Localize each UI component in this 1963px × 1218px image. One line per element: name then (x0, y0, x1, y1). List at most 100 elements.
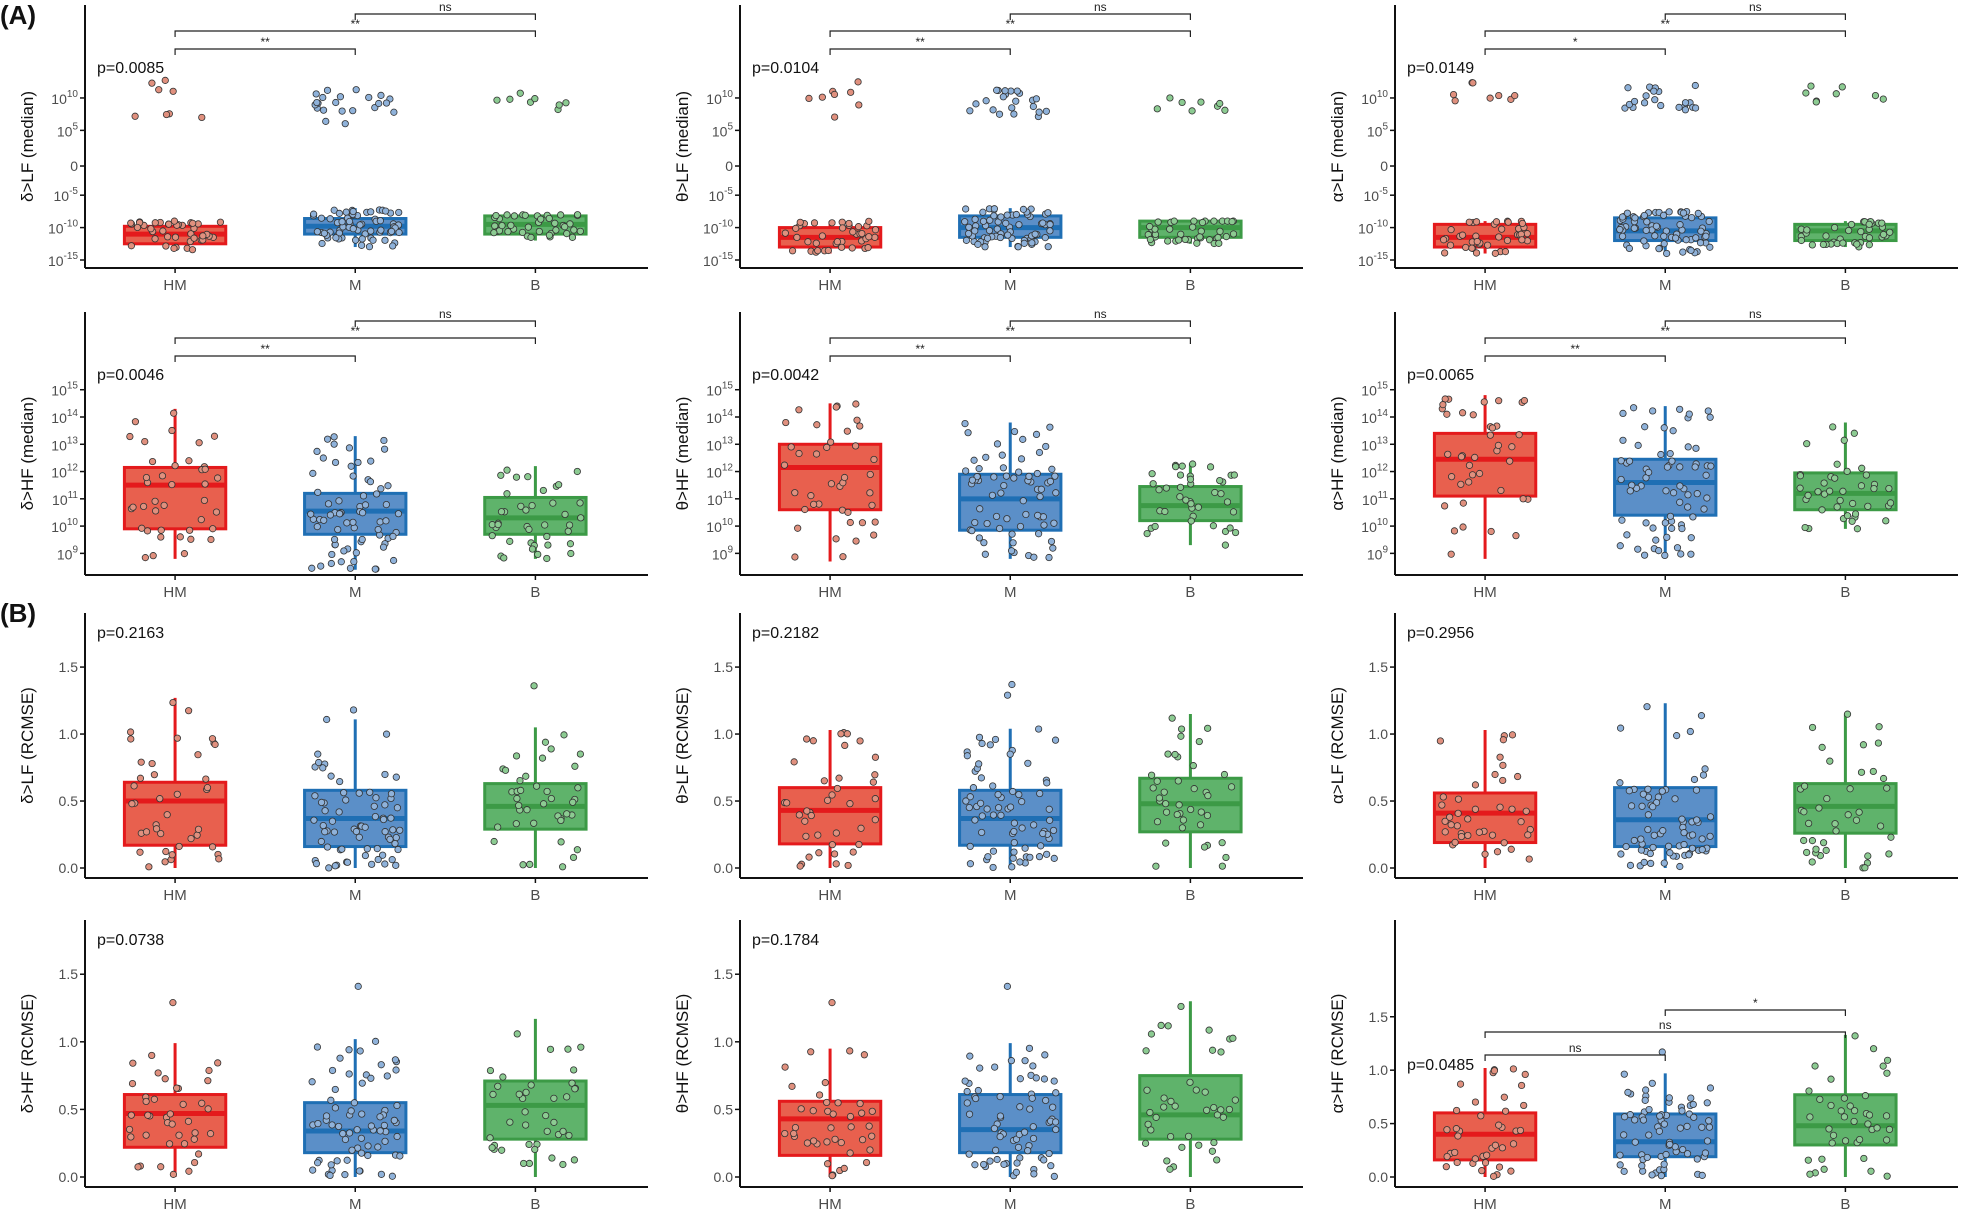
data-point (531, 95, 539, 103)
data-point (1010, 427, 1019, 436)
data-point (1882, 517, 1890, 525)
box-B (1793, 710, 1898, 872)
data-point (1626, 861, 1635, 869)
data-point (370, 802, 378, 810)
data-point (332, 98, 340, 107)
data-point (1885, 1125, 1894, 1134)
outliers-M (1003, 680, 1016, 699)
data-point (1147, 771, 1156, 779)
box-HM (777, 1047, 883, 1180)
data-point (387, 227, 396, 236)
data-point (857, 824, 865, 832)
data-point (396, 826, 404, 834)
data-point (1012, 210, 1020, 219)
data-point (827, 1124, 835, 1132)
x-tick-label: HM (818, 277, 841, 294)
data-point (335, 808, 343, 816)
data-point (498, 221, 506, 230)
data-point (832, 860, 840, 868)
box-M (958, 420, 1063, 562)
data-point (170, 244, 178, 252)
data-point (1003, 982, 1011, 990)
data-point (983, 519, 991, 528)
y-tick-label: 0.5 (714, 793, 734, 809)
data-point (1861, 1092, 1870, 1100)
data-point (1825, 1125, 1833, 1133)
data-point (1657, 450, 1665, 459)
data-point (395, 228, 403, 237)
data-point (1050, 1172, 1058, 1181)
data-point (1516, 1126, 1525, 1135)
data-point (338, 845, 346, 853)
y-tick-label: 0.0 (714, 860, 734, 876)
data-point (369, 236, 377, 244)
data-point (1175, 801, 1183, 809)
data-point (1869, 1045, 1878, 1053)
data-point (148, 457, 157, 466)
data-point (169, 87, 177, 95)
data-point (1846, 785, 1854, 793)
data-point (165, 220, 173, 228)
data-point (171, 462, 179, 470)
data-point (833, 238, 842, 246)
data-point (1865, 234, 1873, 242)
data-point (1519, 495, 1527, 503)
data-point (1508, 443, 1516, 451)
data-point (1181, 235, 1189, 244)
data-point (1488, 831, 1497, 839)
data-point (1175, 236, 1183, 244)
data-point (307, 510, 315, 518)
data-point (865, 217, 873, 225)
data-point (345, 1129, 354, 1137)
data-point (537, 215, 545, 223)
data-point (1201, 1088, 1209, 1096)
data-point (973, 473, 981, 481)
data-point (198, 1099, 206, 1107)
data-point (173, 734, 181, 742)
data-point (1032, 430, 1041, 439)
data-point (126, 432, 134, 441)
data-point (317, 837, 325, 846)
data-point (317, 214, 326, 222)
data-point (1465, 478, 1473, 486)
data-point (489, 1090, 497, 1098)
data-point (186, 526, 194, 534)
data-point (151, 219, 159, 227)
significance-label: ns (1749, 0, 1762, 14)
data-point (1669, 427, 1677, 435)
data-point (1216, 99, 1224, 108)
x-tick-label: M (1004, 277, 1017, 294)
data-point (1452, 1125, 1460, 1133)
data-point (1142, 1047, 1150, 1055)
data-point (506, 95, 514, 103)
data-point (791, 1123, 800, 1132)
data-point (376, 1113, 384, 1121)
box-body (777, 442, 883, 512)
significance-label: ** (915, 342, 925, 356)
data-point (1014, 1143, 1023, 1151)
y-tick-label: 0 (70, 158, 78, 174)
chart-panel-10: 0.00.51.01.5δ>HF (RCMSE)HM M Bp=0.0738 (18, 920, 648, 1213)
data-point (1698, 846, 1706, 854)
data-point (1231, 1096, 1239, 1104)
data-point (313, 98, 321, 107)
data-point (1820, 1165, 1828, 1173)
data-point (335, 209, 343, 217)
data-point (989, 811, 998, 819)
data-point (1035, 108, 1043, 116)
data-point (1701, 765, 1709, 773)
data-point (1211, 488, 1219, 497)
data-point (1162, 800, 1170, 808)
bracket-line (1664, 320, 1846, 327)
data-point (358, 1079, 366, 1087)
data-point (846, 1047, 854, 1055)
y-tick-label: 0 (1380, 158, 1388, 174)
data-point (323, 715, 331, 724)
data-point (1641, 551, 1649, 559)
data-point (150, 1095, 158, 1103)
data-point (521, 1108, 529, 1116)
data-point (980, 539, 988, 547)
data-point (1471, 781, 1480, 789)
data-point (846, 1149, 854, 1157)
